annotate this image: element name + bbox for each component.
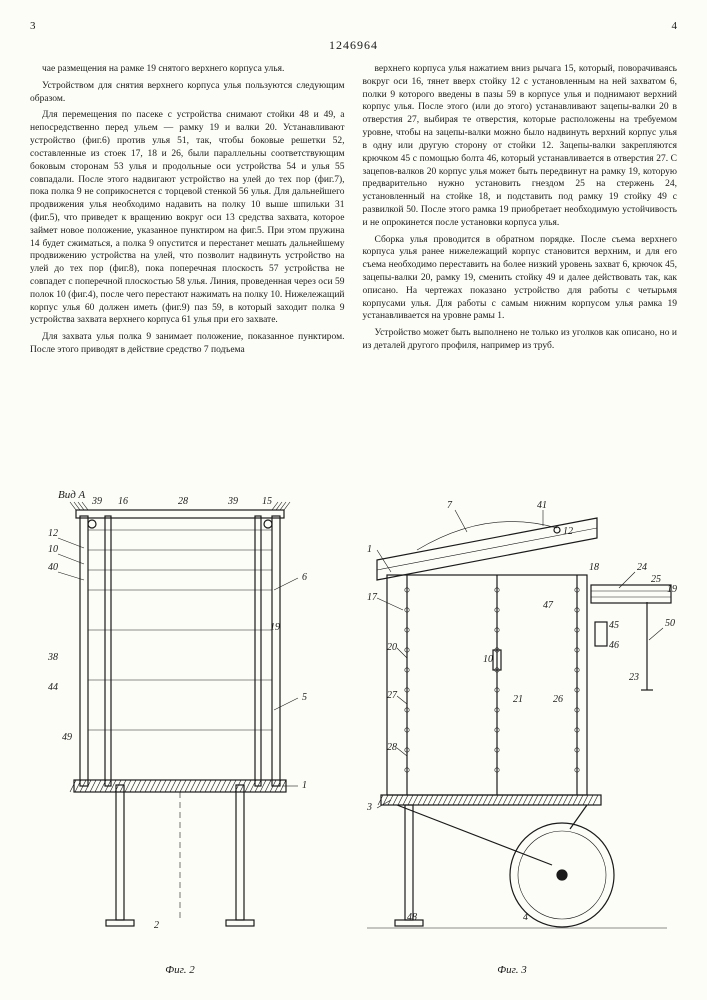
svg-text:46: 46 <box>609 640 619 651</box>
svg-text:26: 26 <box>553 694 563 705</box>
svg-text:20: 20 <box>387 642 397 653</box>
svg-text:16: 16 <box>118 496 128 507</box>
figure-3: 7 41 1 12 18 24 25 19 17 47 45 20 10 46 27 21 26 23 50 28 3 4… <box>347 480 677 976</box>
svg-text:3: 3 <box>366 802 372 813</box>
figures-row: Вид А3916283915121040619384454912 Фиг. 2… <box>30 480 677 976</box>
svg-text:1: 1 <box>302 780 307 791</box>
svg-text:28: 28 <box>178 496 188 507</box>
svg-text:18: 18 <box>589 562 599 573</box>
left-column: чае размещения на рамке 19 снятого верхн… <box>30 63 345 468</box>
svg-text:6: 6 <box>302 572 307 583</box>
svg-text:7: 7 <box>447 500 453 511</box>
svg-text:50: 50 <box>665 618 675 629</box>
figure-2: Вид А3916283915121040619384454912 Фиг. 2 <box>30 480 330 976</box>
svg-text:47: 47 <box>543 600 554 611</box>
page-number-left: 3 <box>30 20 36 32</box>
svg-text:4: 4 <box>523 912 528 923</box>
paragraph: Для перемещения по пасеке с устройства с… <box>30 109 345 327</box>
svg-text:48: 48 <box>407 912 417 923</box>
paragraph: Для захвата улья полка 9 занимает положе… <box>30 331 345 357</box>
svg-text:19: 19 <box>270 622 280 633</box>
svg-text:39: 39 <box>91 496 102 507</box>
svg-text:45: 45 <box>609 620 619 631</box>
svg-text:28: 28 <box>387 742 397 753</box>
svg-text:10: 10 <box>483 654 493 665</box>
figure-3-caption: Фиг. 3 <box>347 964 677 976</box>
text-columns: чае размещения на рамке 19 снятого верхн… <box>30 63 677 468</box>
svg-text:38: 38 <box>47 652 58 663</box>
svg-text:25: 25 <box>651 574 661 585</box>
svg-text:5: 5 <box>302 692 307 703</box>
svg-text:24: 24 <box>637 562 647 573</box>
svg-text:44: 44 <box>48 682 58 693</box>
svg-text:10: 10 <box>48 544 58 555</box>
paragraph: чае размещения на рамке 19 снятого верхн… <box>30 63 345 76</box>
paragraph: Устройство может быть выполнено не тольк… <box>363 327 678 353</box>
svg-text:27: 27 <box>387 690 398 701</box>
paragraph: Устройством для снятия верхнего корпуса … <box>30 80 345 106</box>
svg-text:15: 15 <box>262 496 272 507</box>
svg-text:40: 40 <box>48 562 58 573</box>
svg-text:1: 1 <box>367 544 372 555</box>
paragraph: Сборка улья проводится в обратном порядк… <box>363 234 678 324</box>
document-number: 1246964 <box>30 38 677 53</box>
svg-text:Вид А: Вид А <box>58 489 86 501</box>
svg-text:39: 39 <box>227 496 238 507</box>
svg-text:19: 19 <box>667 584 677 595</box>
svg-text:49: 49 <box>62 732 72 743</box>
svg-text:2: 2 <box>154 920 159 931</box>
svg-text:23: 23 <box>629 672 639 683</box>
paragraph: верхнего корпуса улья нажатием вниз рыча… <box>363 63 678 230</box>
svg-text:17: 17 <box>367 592 378 603</box>
svg-text:21: 21 <box>513 694 523 705</box>
svg-text:12: 12 <box>563 526 573 537</box>
figure-2-caption: Фиг. 2 <box>30 964 330 976</box>
svg-text:41: 41 <box>537 500 547 511</box>
page-number-right: 4 <box>672 20 678 32</box>
right-column: верхнего корпуса улья нажатием вниз рыча… <box>363 63 678 468</box>
svg-text:12: 12 <box>48 528 58 539</box>
